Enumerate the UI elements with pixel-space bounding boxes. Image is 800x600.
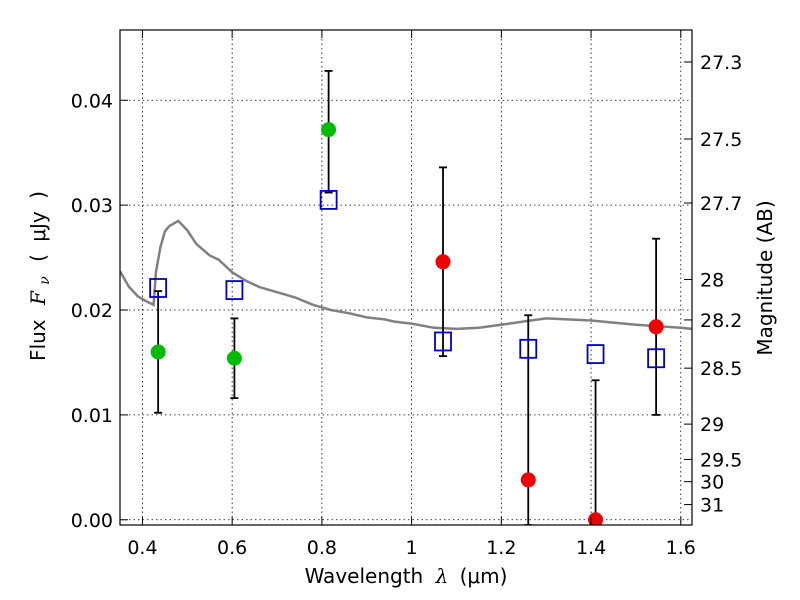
measurement-point: [435, 254, 451, 270]
x-tick-label: 1: [406, 537, 418, 559]
x-tick-label: 1.4: [576, 537, 606, 559]
errorbar-layer: [154, 70, 661, 525]
marker-layer: [149, 122, 666, 525]
x-tick-label: 1.6: [666, 537, 696, 559]
y-axis-label-symbol: F: [26, 290, 50, 306]
mag-tick-label: 27.7: [700, 193, 742, 215]
y-tick-label: 0.02: [71, 300, 113, 322]
tick-layer: 0.4 0.6 0.8 1 1.2 1.4 1.6 0.00 0.01 0.02 0.03 0.04 2…: [71, 30, 742, 559]
x-tick-label: 1.2: [486, 537, 516, 559]
x-axis-label-unit: (μm): [460, 564, 508, 588]
x-axis-label-text: Wavelength: [305, 564, 424, 588]
y-tick-label: 0.03: [71, 195, 113, 217]
mag-tick-label: 29: [700, 414, 724, 436]
detection-point: [321, 122, 337, 138]
mag-tick-label: 30: [700, 472, 724, 494]
y-axis-label: Flux F ν ( μJy ): [26, 191, 54, 361]
y-tick-label: 0.00: [71, 510, 113, 532]
y-axis-label-text: Flux: [26, 319, 50, 361]
y-tick-label: 0.01: [71, 405, 113, 427]
model-photometry-marker: [225, 280, 244, 300]
x-axis-label-symbol: λ: [435, 564, 449, 588]
y2-axis-label: Magnitude (AB): [753, 200, 777, 355]
mag-tick-label: 28: [700, 270, 724, 292]
mag-tick-label: 28.2: [700, 310, 742, 332]
model-photometry-marker: [647, 348, 666, 369]
model-photometry-marker: [149, 278, 168, 298]
model-photometry-marker: [519, 338, 538, 359]
measurement-point: [648, 319, 664, 335]
detection-point: [226, 350, 242, 366]
measurement-point: [520, 472, 536, 488]
y-axis-label-subscript: ν: [37, 276, 53, 285]
model-photometry-marker: [586, 344, 605, 364]
mag-tick-label: 27.3: [700, 52, 742, 74]
y-axis-label-unit-open: (: [26, 254, 50, 262]
measurement-point: [588, 512, 604, 525]
y-axis-label-unit-close: ): [26, 191, 50, 199]
y-axis-label-unit: μJy: [26, 211, 50, 242]
x-tick-label: 0.8: [307, 537, 337, 559]
x-axis-label: Wavelength λ (μm): [305, 564, 508, 588]
detection-point: [150, 344, 166, 360]
model-spectrum-line: [120, 219, 692, 331]
mag-tick-label: 29.5: [700, 449, 742, 471]
y-tick-label: 0.04: [71, 90, 113, 112]
x-tick-label: 0.4: [127, 537, 157, 559]
plot-layer: [120, 219, 692, 331]
model-photometry-marker: [319, 189, 338, 210]
mag-tick-label: 31: [700, 495, 724, 517]
plot-frame: [119, 29, 693, 526]
x-tick-label: 0.6: [217, 537, 247, 559]
mag-tick-label: 28.5: [700, 358, 742, 380]
model-photometry-marker: [434, 331, 452, 352]
mag-tick-label: 27.5: [700, 129, 742, 151]
grid-layer: [120, 30, 692, 525]
